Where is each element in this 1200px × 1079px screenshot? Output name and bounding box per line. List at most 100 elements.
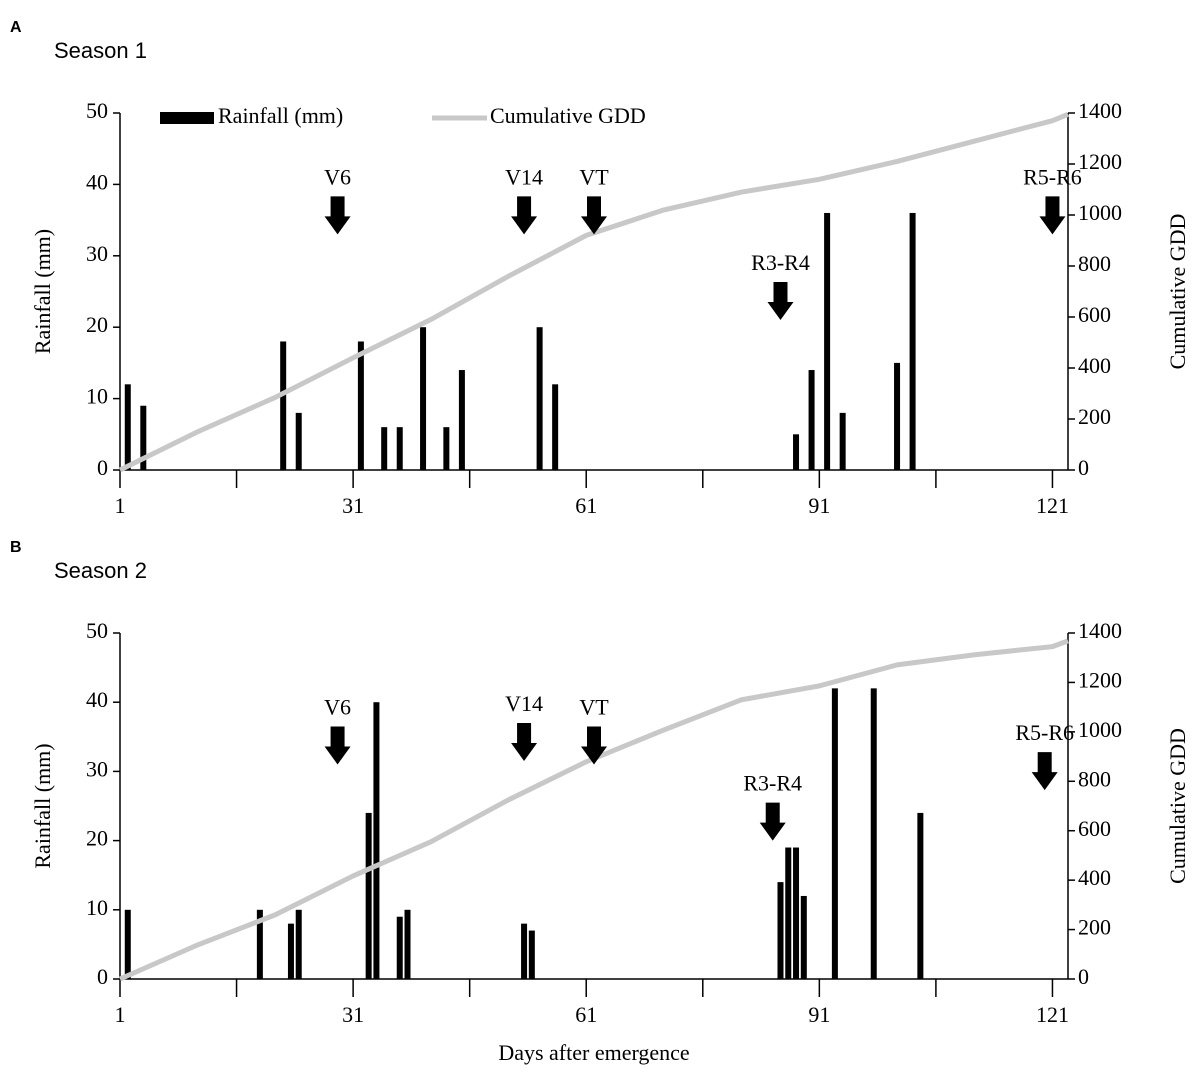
x-tick-label: 61 xyxy=(575,493,597,518)
stage-arrow xyxy=(581,726,607,765)
rain-bar xyxy=(800,895,807,979)
stage-arrow xyxy=(324,726,351,765)
x-axis-label: Days after emergence xyxy=(498,1040,689,1065)
rain-bar xyxy=(373,702,380,979)
rain-bar xyxy=(552,384,559,470)
x-tick-label: 31 xyxy=(342,493,364,518)
stage-arrow xyxy=(1039,196,1066,235)
y2-tick-label: 0 xyxy=(1078,455,1089,480)
y2-tick-label: 1200 xyxy=(1078,667,1122,692)
y-tick-label: 30 xyxy=(86,756,108,781)
y2-tick-label: 1400 xyxy=(1078,98,1122,123)
y-tick-label: 0 xyxy=(97,455,108,480)
y-tick-label: 20 xyxy=(86,826,108,851)
y-axis-label: Rainfall (mm) xyxy=(30,229,55,354)
y2-axis-label: Cumulative GDD xyxy=(1165,214,1190,370)
y2-tick-label: 1200 xyxy=(1078,149,1122,174)
y2-tick-label: 800 xyxy=(1078,251,1111,276)
rain-bar xyxy=(381,427,388,470)
y-tick-label: 50 xyxy=(86,98,108,123)
y-tick-label: 30 xyxy=(86,241,108,266)
rain-bar xyxy=(396,427,403,470)
x-tick-label: 121 xyxy=(1036,493,1069,518)
y2-tick-label: 1000 xyxy=(1078,200,1122,225)
rain-bar xyxy=(124,909,131,979)
y2-tick-label: 200 xyxy=(1078,915,1111,940)
stage-arrow xyxy=(767,282,794,321)
x-tick-label: 121 xyxy=(1036,1002,1069,1027)
stage-label: VT xyxy=(579,695,609,720)
legend-swatch xyxy=(160,112,214,124)
y-tick-label: 40 xyxy=(86,687,108,712)
rain-bar xyxy=(785,847,792,979)
y2-tick-label: 800 xyxy=(1078,766,1111,791)
gdd-line xyxy=(118,638,1069,982)
panel-title: Season 1 xyxy=(54,38,147,63)
rain-bar xyxy=(793,847,800,979)
rain-bar xyxy=(357,341,364,470)
rain-bar xyxy=(831,688,838,979)
y2-tick-label: 400 xyxy=(1078,353,1111,378)
x-tick-label: 91 xyxy=(808,1002,830,1027)
stage-label: R3-R4 xyxy=(751,250,810,275)
stage-label: R5-R6 xyxy=(1015,720,1074,745)
rain-bar xyxy=(443,427,450,470)
rain-bar xyxy=(777,882,784,979)
rain-bar xyxy=(295,412,302,470)
stage-label: V6 xyxy=(324,695,351,720)
y2-tick-label: 1400 xyxy=(1078,618,1122,643)
rain-bar xyxy=(894,362,901,470)
rain-bar xyxy=(808,370,815,470)
rain-bar xyxy=(528,930,535,979)
rain-bar xyxy=(824,212,831,470)
legend-label: Cumulative GDD xyxy=(490,103,646,128)
y-tick-label: 20 xyxy=(86,312,108,337)
y2-tick-label: 600 xyxy=(1078,816,1111,841)
rain-bar xyxy=(295,909,302,979)
rain-bar xyxy=(404,909,411,979)
legend-label: Rainfall (mm) xyxy=(218,103,343,128)
y2-tick-label: 600 xyxy=(1078,302,1111,327)
stage-label: V14 xyxy=(505,164,543,189)
y-tick-label: 0 xyxy=(97,964,108,989)
x-tick-label: 1 xyxy=(115,493,126,518)
rain-bar xyxy=(909,212,916,470)
rain-bar xyxy=(365,812,372,979)
y-axis-label: Rainfall (mm) xyxy=(30,743,55,868)
rain-bar xyxy=(870,688,877,979)
stage-arrow xyxy=(324,196,351,235)
rain-bar xyxy=(536,327,543,470)
panel-label: A xyxy=(10,19,22,36)
stage-label: V14 xyxy=(505,691,543,716)
stage-arrow xyxy=(511,723,538,762)
stage-label: R5-R6 xyxy=(1023,164,1082,189)
rain-bar xyxy=(287,923,294,979)
x-tick-label: 31 xyxy=(342,1002,364,1027)
stage-arrow xyxy=(759,802,786,841)
x-tick-label: 91 xyxy=(808,493,830,518)
rain-bar xyxy=(140,405,147,470)
y2-tick-label: 400 xyxy=(1078,865,1111,890)
rain-bar xyxy=(458,370,465,470)
stage-label: R3-R4 xyxy=(743,771,802,796)
y2-tick-label: 0 xyxy=(1078,964,1089,989)
panel-title: Season 2 xyxy=(54,558,147,583)
rain-bar xyxy=(917,812,924,979)
y-tick-label: 50 xyxy=(86,618,108,643)
x-tick-label: 61 xyxy=(575,1002,597,1027)
rain-bar xyxy=(124,384,131,470)
y-tick-label: 10 xyxy=(86,895,108,920)
rain-bar xyxy=(521,923,528,979)
y-tick-label: 40 xyxy=(86,169,108,194)
rain-bar xyxy=(396,916,403,979)
rain-bar xyxy=(420,327,427,470)
y2-tick-label: 1000 xyxy=(1078,717,1122,742)
y2-axis-label: Cumulative GDD xyxy=(1165,728,1190,884)
stage-arrow xyxy=(511,196,538,235)
rain-bar xyxy=(256,909,263,979)
stage-label: VT xyxy=(579,164,609,189)
y2-tick-label: 200 xyxy=(1078,404,1111,429)
stage-label: V6 xyxy=(324,164,351,189)
rain-bar xyxy=(839,412,846,470)
